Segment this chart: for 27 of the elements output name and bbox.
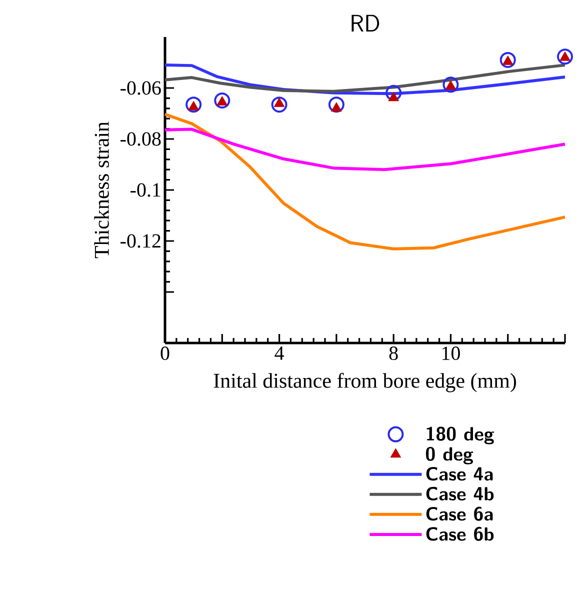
y-tick-label: -0.06 — [120, 81, 161, 95]
point — [556, 48, 573, 65]
line-series — [164, 128, 566, 172]
point — [271, 96, 288, 113]
legend-label: Case 4a — [426, 466, 493, 481]
point — [442, 76, 459, 93]
legend-label: 180 deg — [426, 426, 494, 444]
x-tick-label: 8 — [389, 346, 398, 360]
point — [328, 96, 344, 113]
y-tick-label: -0.1 — [130, 183, 160, 197]
x-tick-label: 0 — [160, 346, 170, 360]
x-tick-label: 4 — [274, 346, 284, 360]
legend-label: 0 deg — [426, 446, 474, 464]
x-tick-label: 10 — [442, 346, 460, 360]
legend-label: Case 4b — [426, 486, 494, 500]
legend-label: Case 6b — [426, 526, 494, 541]
y-tick-label: -0.08 — [120, 132, 161, 146]
line-series — [164, 112, 566, 250]
point — [500, 52, 516, 68]
y-axis-title: Thickness strain — [94, 122, 109, 258]
point — [186, 96, 202, 113]
y-tick-label: -0.12 — [120, 234, 160, 248]
x-axis-title: Inital distance from bore edge (mm) — [214, 372, 516, 392]
legend-label: Case 6a — [426, 506, 493, 521]
point — [214, 92, 230, 108]
chart-title: RD — [352, 14, 380, 32]
point — [386, 84, 402, 101]
